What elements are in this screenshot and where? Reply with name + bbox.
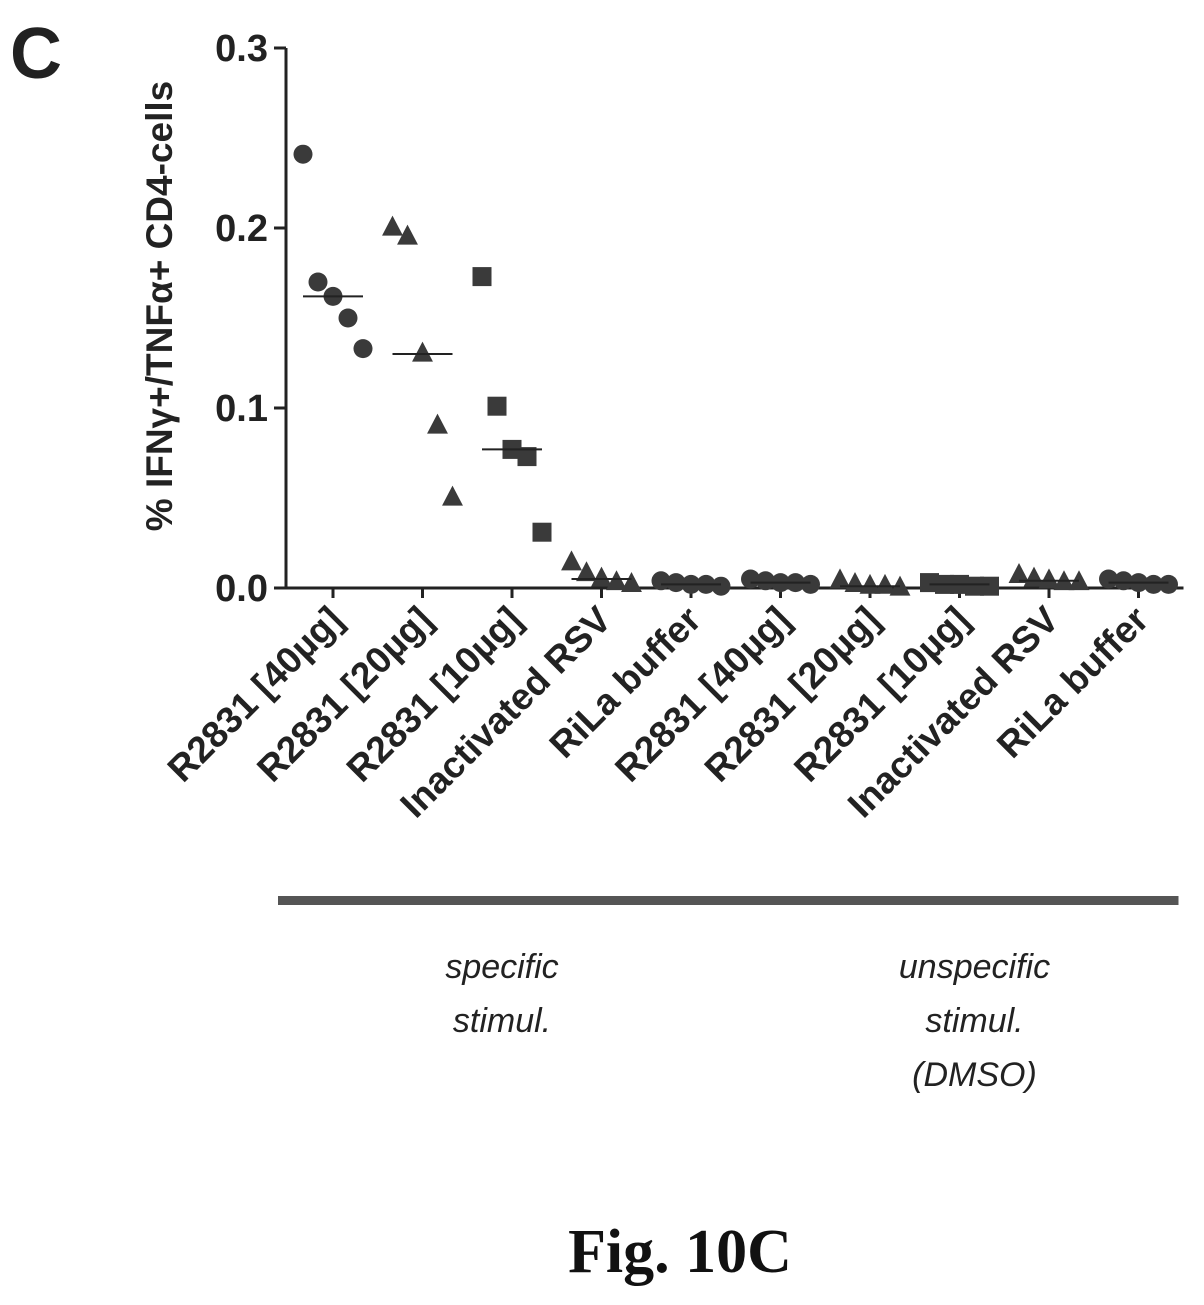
- data-point: [591, 566, 612, 587]
- data-point: [472, 267, 492, 287]
- data-point: [382, 215, 403, 236]
- data-point: [920, 573, 939, 593]
- chart-groups: specific stimul. unspecific stimul. (DMSO): [278, 896, 1179, 1094]
- group-label: unspecific: [899, 948, 1050, 986]
- data-point: [874, 573, 896, 594]
- data-point: [621, 572, 642, 592]
- chart-axes: 0.0 0.1 0.2 0.3 % IFNγ+/TNFα+ CD4-cells: [139, 28, 1184, 610]
- data-point: [980, 576, 999, 596]
- group-label: stimul.: [925, 1002, 1023, 1040]
- data-point: [1159, 574, 1178, 594]
- data-point: [517, 447, 537, 467]
- y-tick-label: 0.3: [215, 28, 268, 70]
- data-point: [859, 573, 881, 594]
- data-point: [532, 522, 552, 542]
- y-axis-title: % IFNγ+/TNFα+ CD4-cells: [139, 81, 180, 531]
- data-point: [308, 272, 328, 292]
- chart-marks: [293, 144, 1178, 596]
- data-point: [666, 573, 686, 593]
- figure-caption: Fig. 10C: [568, 1218, 792, 1286]
- data-point: [1038, 568, 1060, 589]
- data-point: [487, 396, 507, 416]
- y-tick-label: 0.2: [215, 208, 268, 250]
- data-point: [606, 570, 627, 591]
- data-point: [293, 144, 313, 164]
- data-point: [338, 308, 358, 328]
- group-label: specific: [445, 948, 558, 986]
- data-point: [965, 576, 984, 596]
- group-bracket: [725, 896, 1179, 905]
- data-point: [801, 574, 820, 594]
- data-point: [756, 571, 775, 591]
- data-point: [651, 571, 671, 591]
- data-point: [427, 413, 448, 434]
- data-point: [576, 561, 597, 582]
- data-point: [741, 569, 760, 589]
- group-bracket: [278, 896, 731, 905]
- data-point: [1114, 571, 1133, 591]
- y-tick-label: 0.1: [215, 388, 268, 430]
- group-label: stimul.: [453, 1002, 551, 1040]
- panel-label: C: [10, 14, 62, 94]
- data-point: [442, 485, 463, 506]
- chart-labels: R2831 [40µg]R2831 [20µg]R2831 [10µg]Inac…: [160, 598, 1156, 825]
- data-point: [1144, 574, 1163, 594]
- data-point: [1008, 563, 1030, 583]
- data-point: [412, 341, 433, 362]
- data-point: [561, 550, 582, 571]
- y-tick-label: 0.0: [215, 568, 268, 610]
- group-label: (DMSO): [912, 1056, 1037, 1094]
- data-point: [397, 224, 418, 245]
- data-point: [1099, 569, 1118, 589]
- data-point: [353, 339, 373, 359]
- data-point: [711, 576, 731, 596]
- data-point: [829, 568, 851, 589]
